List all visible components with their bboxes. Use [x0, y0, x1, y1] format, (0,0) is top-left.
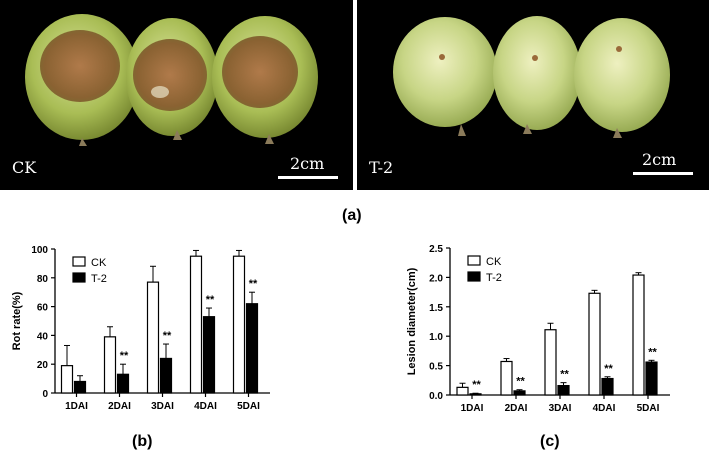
significance-mark: **: [604, 363, 613, 375]
legend-swatch-ck: [467, 255, 481, 266]
y-tick-label: 0: [42, 389, 48, 400]
bar-t-2-5dai: [245, 303, 259, 394]
y-tick-label: 20: [37, 360, 49, 371]
significance-mark: **: [560, 369, 569, 381]
x-tick-label: 5DAI: [237, 401, 260, 412]
bar-t-2-2dai: [116, 373, 130, 394]
bar-ck-3dai: [544, 329, 557, 396]
chart-lesion-diameter: 0.0 0.5 1.0 1.5 2.0 2.5 Lesion diameter(cm) ** 1…: [406, 244, 670, 414]
significance-mark: **: [648, 346, 657, 358]
y-tick-label: 1.5: [429, 303, 443, 314]
grape-illustration-t2: [393, 16, 670, 138]
y-tick-label: 2.0: [429, 273, 443, 284]
bar-t-2-5dai: [645, 361, 658, 396]
photo-label-ck: CK: [12, 158, 37, 177]
significance-mark: **: [516, 376, 525, 388]
y-tick-label: 60: [37, 303, 49, 314]
legend-label-ck: CK: [91, 257, 107, 269]
legend-swatch-t-2: [467, 271, 481, 282]
x-tick-label: 2DAI: [108, 401, 131, 412]
significance-mark: **: [163, 330, 172, 342]
legend-swatch-ck: [72, 256, 86, 267]
grape-6: [574, 18, 670, 138]
bar-t-2-3dai: [557, 384, 570, 396]
scale-label-t2: 2cm: [642, 150, 677, 169]
x-tick-label: 4DAI: [593, 403, 616, 414]
bar-t-2-2dai: [513, 390, 526, 396]
grape-2: [126, 18, 218, 140]
y-tick-label: 100: [31, 245, 48, 256]
significance-mark: **: [120, 350, 129, 362]
y-axis-label: Rot rate(%): [11, 291, 23, 350]
y-axis-label: Lesion diameter(cm): [406, 267, 418, 375]
scale-bar-ck: [278, 176, 338, 179]
panel-label-c: (c): [540, 433, 560, 450]
x-tick-label: 1DAI: [65, 401, 88, 412]
x-tick-label: 3DAI: [549, 403, 572, 414]
legend-swatch-t-2: [72, 272, 86, 283]
legend-label-ck: CK: [486, 256, 502, 268]
x-tick-label: 3DAI: [151, 401, 174, 412]
scale-label-ck: 2cm: [290, 154, 325, 173]
bar-ck-3dai: [146, 281, 160, 394]
y-tick-label: 0.0: [429, 391, 443, 402]
x-tick-label: 4DAI: [194, 401, 217, 412]
y-tick-label: 40: [37, 331, 49, 342]
photo-t2-grapes: T-2 2cm: [357, 0, 709, 190]
x-tick-label: 1DAI: [461, 403, 484, 414]
chart-rot-rate: 0 20 40 60 80 100 Rot rate(%) 1DAI ** 2DAI ** 3DAI *…: [11, 245, 270, 412]
grape-4: [393, 17, 497, 136]
legend-label-t-2: T-2: [486, 272, 502, 284]
y-tick-label: 0.5: [429, 362, 443, 373]
y-tick-label: 2.5: [429, 244, 443, 255]
significance-mark: **: [249, 278, 258, 290]
scale-bar-t2: [633, 172, 693, 175]
bar-t-2-3dai: [159, 357, 173, 394]
bar-ck-2dai: [103, 336, 117, 394]
bar-ck-2dai: [500, 360, 513, 396]
bar-t-2-1dai: [469, 393, 482, 396]
bar-ck-5dai: [232, 255, 246, 394]
bar-ck-1dai: [456, 386, 469, 396]
bar-t-2-4dai: [202, 316, 216, 394]
bar-ck-1dai: [60, 365, 74, 394]
significance-mark: **: [472, 379, 481, 391]
y-tick-label: 1.0: [429, 332, 443, 343]
grape-1: [25, 14, 139, 146]
legend-label-t-2: T-2: [91, 273, 107, 285]
photo-label-t2: T-2: [369, 158, 394, 177]
y-tick-label: 80: [37, 274, 49, 285]
bar-t-2-1dai: [73, 380, 87, 394]
significance-mark: **: [206, 294, 215, 306]
panel-label-a: (a): [342, 207, 362, 224]
x-tick-label: 5DAI: [637, 403, 660, 414]
grape-3: [212, 16, 318, 144]
grape-5: [493, 16, 581, 134]
panel-label-b: (b): [132, 433, 153, 450]
bar-ck-5dai: [632, 274, 645, 396]
bar-ck-4dai: [588, 292, 601, 396]
grape-illustration-ck: [25, 14, 318, 146]
photo-ck-grapes: CK 2cm: [0, 0, 353, 190]
bar-t-2-4dai: [601, 377, 614, 396]
bar-ck-4dai: [189, 255, 203, 394]
x-tick-label: 2DAI: [505, 403, 528, 414]
